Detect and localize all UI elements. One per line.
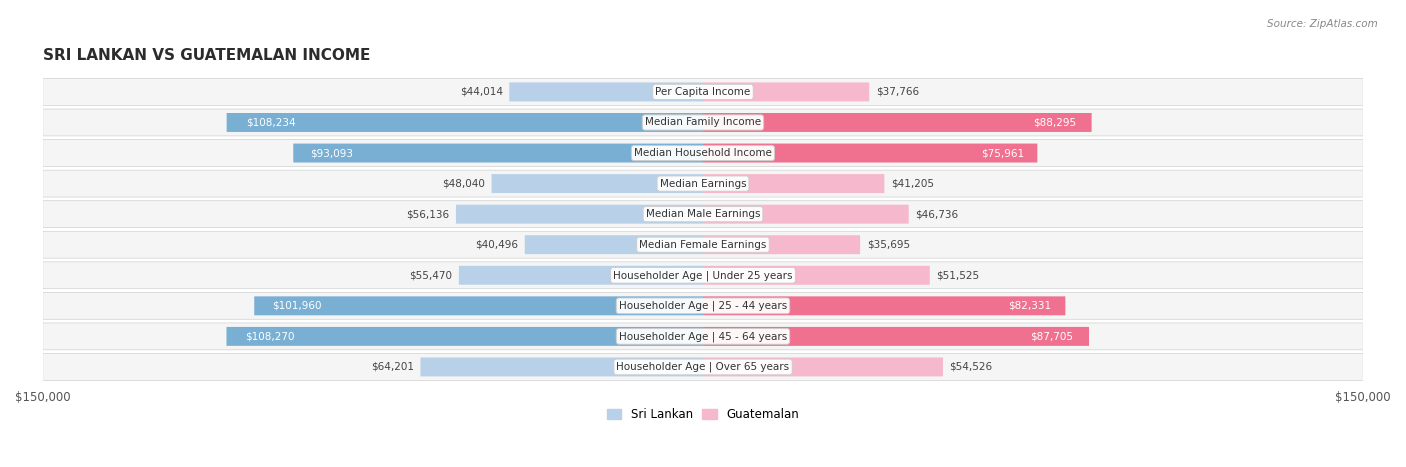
FancyBboxPatch shape (42, 292, 1364, 319)
Text: Householder Age | Over 65 years: Householder Age | Over 65 years (616, 362, 790, 372)
Text: Median Earnings: Median Earnings (659, 178, 747, 189)
FancyBboxPatch shape (703, 235, 860, 254)
FancyBboxPatch shape (42, 140, 1364, 166)
Text: $87,705: $87,705 (1031, 332, 1074, 341)
Text: $44,014: $44,014 (460, 87, 503, 97)
Text: $55,470: $55,470 (409, 270, 453, 280)
Text: Source: ZipAtlas.com: Source: ZipAtlas.com (1267, 19, 1378, 28)
Text: $88,295: $88,295 (1033, 118, 1076, 127)
Text: $64,201: $64,201 (371, 362, 413, 372)
FancyBboxPatch shape (420, 357, 703, 376)
Text: SRI LANKAN VS GUATEMALAN INCOME: SRI LANKAN VS GUATEMALAN INCOME (42, 48, 370, 63)
FancyBboxPatch shape (703, 143, 1038, 163)
FancyBboxPatch shape (42, 262, 1364, 289)
FancyBboxPatch shape (226, 327, 703, 346)
Text: $46,736: $46,736 (915, 209, 959, 219)
FancyBboxPatch shape (458, 266, 703, 285)
Text: Householder Age | 25 - 44 years: Householder Age | 25 - 44 years (619, 301, 787, 311)
FancyBboxPatch shape (524, 235, 703, 254)
Text: Median Household Income: Median Household Income (634, 148, 772, 158)
Text: $54,526: $54,526 (949, 362, 993, 372)
FancyBboxPatch shape (492, 174, 703, 193)
FancyBboxPatch shape (703, 297, 1066, 315)
FancyBboxPatch shape (456, 205, 703, 224)
Text: $41,205: $41,205 (891, 178, 934, 189)
FancyBboxPatch shape (703, 113, 1091, 132)
Text: $93,093: $93,093 (309, 148, 353, 158)
Text: $48,040: $48,040 (441, 178, 485, 189)
Text: Per Capita Income: Per Capita Income (655, 87, 751, 97)
FancyBboxPatch shape (254, 297, 703, 315)
FancyBboxPatch shape (703, 83, 869, 101)
Text: $101,960: $101,960 (273, 301, 322, 311)
FancyBboxPatch shape (703, 327, 1090, 346)
Text: $75,961: $75,961 (981, 148, 1024, 158)
Text: $35,695: $35,695 (866, 240, 910, 250)
Text: $108,234: $108,234 (246, 118, 295, 127)
Text: $40,496: $40,496 (475, 240, 519, 250)
FancyBboxPatch shape (42, 170, 1364, 197)
Text: $56,136: $56,136 (406, 209, 450, 219)
Text: Median Female Earnings: Median Female Earnings (640, 240, 766, 250)
Text: Median Male Earnings: Median Male Earnings (645, 209, 761, 219)
Legend: Sri Lankan, Guatemalan: Sri Lankan, Guatemalan (603, 403, 803, 426)
FancyBboxPatch shape (294, 143, 703, 163)
Text: Householder Age | 45 - 64 years: Householder Age | 45 - 64 years (619, 331, 787, 342)
FancyBboxPatch shape (509, 83, 703, 101)
Text: $82,331: $82,331 (1008, 301, 1050, 311)
Text: $51,525: $51,525 (936, 270, 980, 280)
Text: Householder Age | Under 25 years: Householder Age | Under 25 years (613, 270, 793, 281)
FancyBboxPatch shape (703, 357, 943, 376)
FancyBboxPatch shape (703, 266, 929, 285)
FancyBboxPatch shape (42, 78, 1364, 106)
Text: $108,270: $108,270 (246, 332, 295, 341)
FancyBboxPatch shape (42, 354, 1364, 381)
FancyBboxPatch shape (226, 113, 703, 132)
Text: $37,766: $37,766 (876, 87, 920, 97)
FancyBboxPatch shape (703, 205, 908, 224)
Text: Median Family Income: Median Family Income (645, 118, 761, 127)
FancyBboxPatch shape (42, 109, 1364, 136)
FancyBboxPatch shape (42, 201, 1364, 227)
FancyBboxPatch shape (703, 174, 884, 193)
FancyBboxPatch shape (42, 323, 1364, 350)
FancyBboxPatch shape (42, 231, 1364, 258)
